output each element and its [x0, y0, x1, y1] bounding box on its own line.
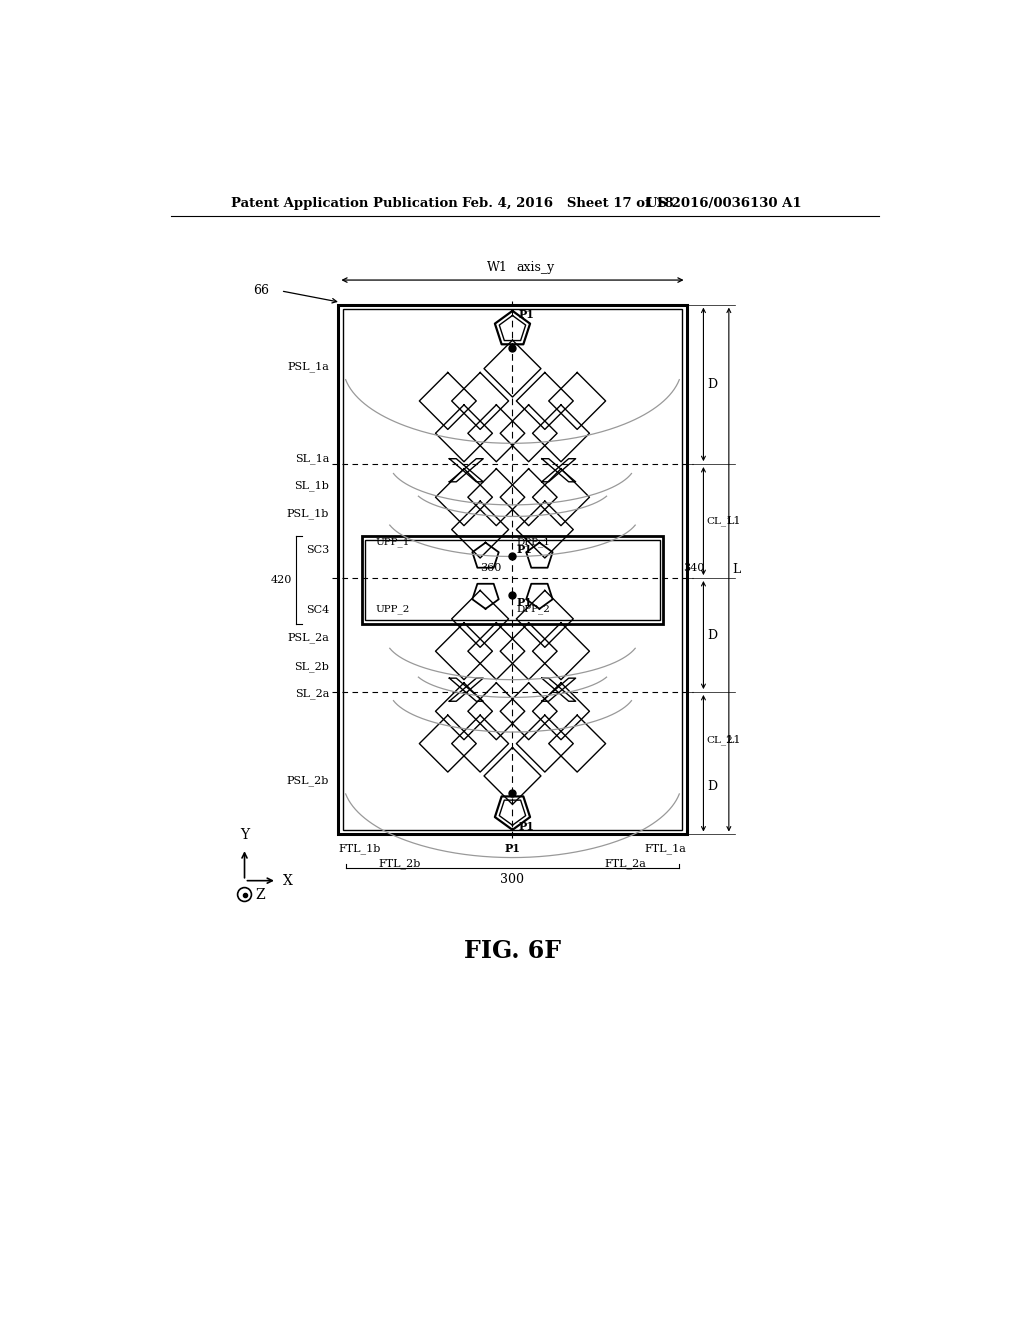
Text: SL_2a: SL_2a [295, 688, 330, 698]
Text: Feb. 4, 2016   Sheet 17 of 18: Feb. 4, 2016 Sheet 17 of 18 [462, 197, 674, 210]
Text: PSL_1b: PSL_1b [287, 508, 330, 520]
Text: UPP_2: UPP_2 [376, 605, 410, 614]
Text: SL_1a: SL_1a [295, 453, 330, 465]
Text: CL_1: CL_1 [707, 516, 733, 525]
Text: US 2016/0036130 A1: US 2016/0036130 A1 [646, 197, 802, 210]
Text: P1: P1 [505, 843, 520, 854]
Text: PSL_2a: PSL_2a [288, 632, 330, 643]
Text: PSL_1a: PSL_1a [288, 360, 330, 372]
Text: FTL_2a: FTL_2a [604, 858, 646, 869]
Bar [339, 305, 686, 834]
Text: X: X [283, 874, 293, 887]
Bar [343, 309, 682, 830]
Text: DPP_2: DPP_2 [516, 605, 550, 614]
Text: FTL_1b: FTL_1b [339, 843, 381, 854]
Text: SL_2b: SL_2b [294, 661, 330, 672]
Text: P1: P1 [516, 597, 532, 607]
Text: D: D [708, 780, 718, 793]
Text: SC3: SC3 [306, 545, 330, 554]
Text: FTL_2b: FTL_2b [379, 858, 421, 869]
Text: P1: P1 [518, 309, 535, 321]
Text: P1: P1 [518, 821, 535, 832]
Text: D: D [708, 628, 718, 642]
Text: L1: L1 [727, 735, 741, 744]
Text: L: L [733, 564, 741, 576]
Text: DPP_1: DPP_1 [516, 537, 550, 548]
Text: PSL_2b: PSL_2b [287, 775, 330, 785]
Text: Y: Y [240, 828, 249, 842]
Text: L1: L1 [727, 516, 741, 527]
Text: 360: 360 [480, 564, 502, 573]
Text: W1: W1 [486, 261, 508, 275]
Text: 420: 420 [271, 576, 292, 585]
Text: Z: Z [255, 887, 265, 902]
Text: SL_1b: SL_1b [294, 480, 330, 491]
Text: 66: 66 [254, 284, 269, 297]
Bar [361, 536, 664, 624]
Text: CL_2: CL_2 [707, 735, 733, 744]
Text: UPP_1: UPP_1 [376, 537, 410, 548]
Text: Patent Application Publication: Patent Application Publication [230, 197, 458, 210]
Text: FIG. 6F: FIG. 6F [464, 940, 561, 964]
Text: 340: 340 [683, 564, 705, 573]
Text: 300: 300 [501, 873, 524, 886]
Bar [366, 540, 659, 620]
Text: FTL_1a: FTL_1a [644, 843, 686, 854]
Text: P1: P1 [516, 544, 532, 554]
Text: D: D [708, 378, 718, 391]
Text: axis_y: axis_y [516, 261, 555, 275]
Text: SC4: SC4 [306, 606, 330, 615]
